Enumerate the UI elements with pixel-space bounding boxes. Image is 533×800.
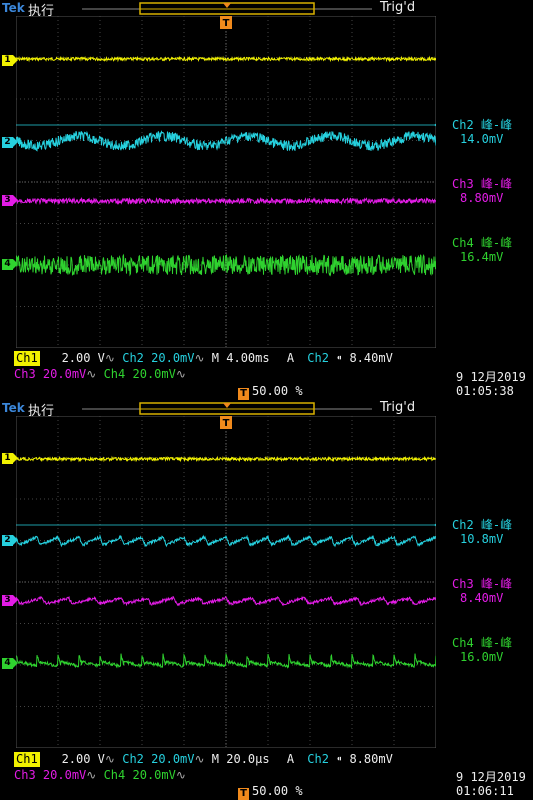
ch3-scale: 20.0mV [42,768,87,782]
svg-text:T: T [223,18,230,29]
brand-logo: Tek [2,1,25,15]
waveform-graticule: T [16,16,436,348]
bandwidth-icon: ∿ [104,351,115,365]
measurement-ch2: Ch2 峰-峰 10.8mV [452,518,513,546]
trigger-mode: A [286,351,295,365]
bandwidth-icon: ∿ [194,351,205,365]
ch1-waveform [16,455,436,463]
status-row-2: Ch3 20.0mV∿ Ch4 20.0mV∿ [14,367,186,382]
grid-lines [16,416,436,748]
status-row-1: Ch1 2.00 V∿ Ch2 20.0mV∿ M 20.0µs A Ch2 ⁌… [14,752,393,767]
ch2-scale: 20.0mV [151,752,195,766]
ch2-waveform [16,130,436,152]
measurements-panel: Ch2 峰-峰 10.8mV Ch3 峰-峰 8.40mV Ch4 峰-峰 16.0m… [452,518,512,664]
bandwidth-icon: ∿ [175,768,186,782]
ch2-marker: 2 [2,137,18,148]
ch1-marker: 1 [2,55,18,66]
ch1-badge: Ch1 [14,351,40,366]
datetime: 9 12月2019 01:06:11 [456,770,526,798]
ch3-waveform [16,196,436,206]
acquisition-mode: 执行 [28,404,55,419]
ch4-marker: 4 [2,658,18,669]
ch2-label: Ch2 [122,752,144,766]
rising-edge-icon: ⁌ [336,752,343,766]
ch4-scale: 20.0mV [132,768,176,782]
acquisition-mode: 执行 [28,4,55,19]
record-position-bar [82,402,372,415]
ch2-waveform [16,533,436,548]
bandwidth-icon: ∿ [86,768,97,782]
ch1-scale: 2.00 V [61,351,105,365]
status-row-1: Ch1 2.00 V∿ Ch2 20.0mV∿ M 4.00ms A Ch2 ⁌… [14,351,393,366]
record-position-bar [82,2,372,15]
ch4-label: Ch4 [103,768,126,782]
scope-header: Tek 执行 Trig'd [0,400,533,419]
bandwidth-icon: ∿ [86,367,97,381]
trigger-level-arrow [434,523,436,527]
waveform-graticule: T [16,416,436,748]
ch2-scale: 20.0mV [151,351,195,365]
trigger-level: 8.40mV [349,351,393,365]
bandwidth-icon: ∿ [104,752,115,766]
datetime: 9 12月2019 01:05:38 [456,370,526,398]
ch1-badge: Ch1 [14,752,40,767]
trigger-position: T 50.00 % [238,784,303,800]
ch1-marker: 1 [2,453,18,464]
ch3-scale: 20.0mV [42,367,87,381]
status-row-2: Ch3 20.0mV∿ Ch4 20.0mV∿ [14,768,186,783]
timebase: M 20.0µs [211,752,270,766]
ch2-label: Ch2 [122,351,144,365]
rising-edge-icon: ⁌ [336,351,343,365]
ch3-label: Ch3 [14,367,36,381]
ch3-marker: 3 [2,595,18,606]
svg-text:T: T [223,418,230,429]
measurements-panel: Ch2 峰-峰 14.0mV Ch3 峰-峰 8.80mV Ch4 峰-峰 16.4m… [452,118,512,264]
trigger-position-icon: T [238,788,249,800]
trigger-mode: A [286,752,295,766]
time: 01:05:38 [456,384,514,398]
scope-header: Tek 执行 Trig'd [0,0,533,19]
ch4-waveform [16,253,436,277]
scope-screen-2: Tek 执行 Trig'd T 1 2 3 4 Ch2 峰-峰 10.8mV Ch… [0,400,533,800]
scope-screen-1: Tek 执行 Trig'd T 1 2 3 4 Ch2 峰-峰 14.0mV Ch… [0,0,533,400]
ch1-scale: 2.00 V [61,752,105,766]
ch4-marker: 4 [2,259,18,270]
ch4-waveform [16,653,436,670]
trigger-position: T 50.00 % [238,384,303,400]
ch3-waveform [16,595,436,607]
ch3-marker: 3 [2,195,18,206]
brand-logo: Tek [2,401,25,415]
trigger-status: Trig'd [380,0,416,15]
ch1-waveform [16,55,436,63]
ch4-scale: 20.0mV [132,367,176,381]
bandwidth-icon: ∿ [194,752,205,766]
ch4-label: Ch4 [103,367,126,381]
trigger-level-arrow [434,123,436,127]
measurement-ch2: Ch2 峰-峰 14.0mV [452,118,513,146]
ch2-marker: 2 [2,535,18,546]
time: 01:06:11 [456,784,514,798]
trigger-position-icon: T [238,388,249,400]
measurement-ch3: Ch3 峰-峰 8.80mV [452,177,513,205]
date: 9 12月2019 [456,770,526,784]
trigger-source: Ch2 [307,752,329,766]
measurement-ch4: Ch4 峰-峰 16.0mV [452,636,513,664]
grid-lines [16,16,436,348]
measurement-ch4: Ch4 峰-峰 16.4mV [452,236,513,264]
trigger-source: Ch2 [307,351,329,365]
timebase: M 4.00ms [211,351,270,365]
trigger-point-marker: T [220,416,232,429]
trigger-level: 8.80mV [349,752,393,766]
trigger-status: Trig'd [380,400,416,415]
trigger-point-marker: T [220,16,232,29]
measurement-ch3: Ch3 峰-峰 8.40mV [452,577,513,605]
bandwidth-icon: ∿ [175,367,186,381]
date: 9 12月2019 [456,370,526,384]
ch3-label: Ch3 [14,768,36,782]
